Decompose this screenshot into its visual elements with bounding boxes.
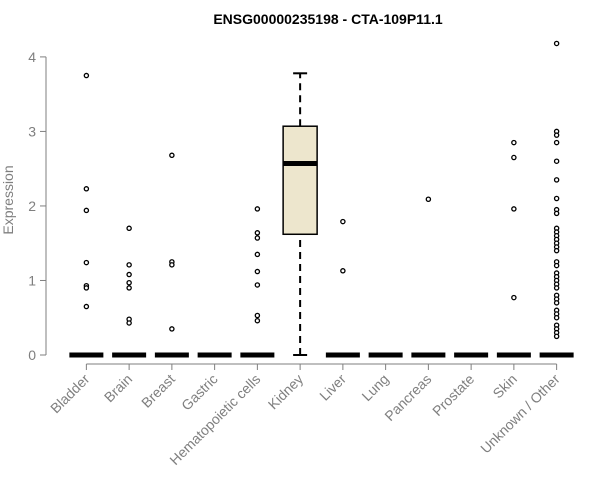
y-axis: 0 1 2 3 4	[28, 49, 47, 363]
outlier-point	[511, 294, 517, 301]
outlier-point	[83, 207, 90, 214]
y-tick-label: 2	[28, 198, 36, 214]
outlier-point	[126, 225, 132, 232]
x-tick-label: Gastric	[178, 371, 221, 414]
x-tick-label: Liver	[316, 371, 349, 404]
outlier-point	[511, 206, 517, 212]
box-group	[112, 225, 147, 358]
outlier-point	[553, 262, 560, 269]
outlier-point	[553, 285, 560, 291]
outlier-point	[553, 177, 560, 183]
chart-title: ENSG00000235198 - CTA-109P11.1	[213, 11, 443, 27]
outlier-point	[254, 206, 261, 212]
outlier-point	[254, 317, 261, 324]
outlier-point	[553, 333, 560, 340]
outlier-point	[83, 285, 90, 291]
outlier-point	[126, 279, 132, 286]
box-group	[539, 40, 574, 358]
outlier-point	[553, 139, 560, 146]
outlier-point	[169, 326, 175, 332]
box-group	[411, 196, 446, 358]
box-group	[240, 206, 275, 358]
outlier-point	[553, 40, 560, 47]
y-tick-label: 0	[28, 347, 36, 363]
outlier-point	[254, 312, 261, 319]
x-tick-label: Prostate	[429, 371, 477, 419]
outlier-point	[254, 230, 261, 236]
outlier-point	[553, 300, 560, 306]
outlier-point	[553, 132, 560, 138]
outlier-point	[553, 158, 560, 164]
outlier-point	[425, 196, 432, 202]
outlier-point	[83, 259, 90, 266]
outlier-point	[126, 271, 132, 278]
outlier-point	[169, 152, 175, 159]
y-tick-label: 3	[28, 123, 36, 139]
y-tick-label: 4	[28, 49, 36, 65]
outlier-point	[169, 262, 175, 268]
x-tick-label: Unknown / Other	[477, 371, 563, 457]
outlier-point	[553, 314, 560, 321]
outlier-point	[83, 303, 90, 310]
outlier-point	[126, 320, 132, 326]
box-group	[325, 218, 360, 358]
outlier-point	[511, 139, 517, 146]
outlier-point	[553, 210, 560, 217]
x-tick-label: Pancreas	[381, 371, 434, 424]
outlier-point	[126, 262, 132, 268]
outlier-point	[254, 282, 261, 288]
y-axis-title: Expression	[0, 165, 16, 234]
outlier-point	[511, 154, 517, 161]
plot-area	[69, 40, 574, 358]
outlier-point	[340, 268, 346, 274]
outlier-point	[126, 285, 132, 291]
box-group	[282, 72, 318, 356]
x-tick-label: Lung	[358, 371, 391, 404]
x-tick-label: Breast	[138, 371, 178, 411]
box-group	[496, 139, 531, 358]
x-tick-label: Kidney	[265, 371, 307, 413]
box-group	[154, 152, 189, 358]
outlier-point	[254, 268, 261, 275]
x-tick-label: Skin	[489, 371, 520, 402]
outlier-point	[340, 218, 346, 225]
x-tick-label: Bladder	[47, 371, 93, 417]
x-tick-label: Brain	[101, 371, 135, 405]
outlier-point	[254, 251, 261, 258]
outlier-point	[553, 247, 560, 254]
outlier-point	[83, 186, 90, 192]
outlier-point	[254, 235, 261, 241]
outlier-point	[83, 72, 90, 79]
box-body	[282, 125, 318, 236]
outlier-point	[553, 195, 560, 202]
y-tick-label: 1	[28, 272, 36, 288]
box-group	[69, 72, 104, 358]
